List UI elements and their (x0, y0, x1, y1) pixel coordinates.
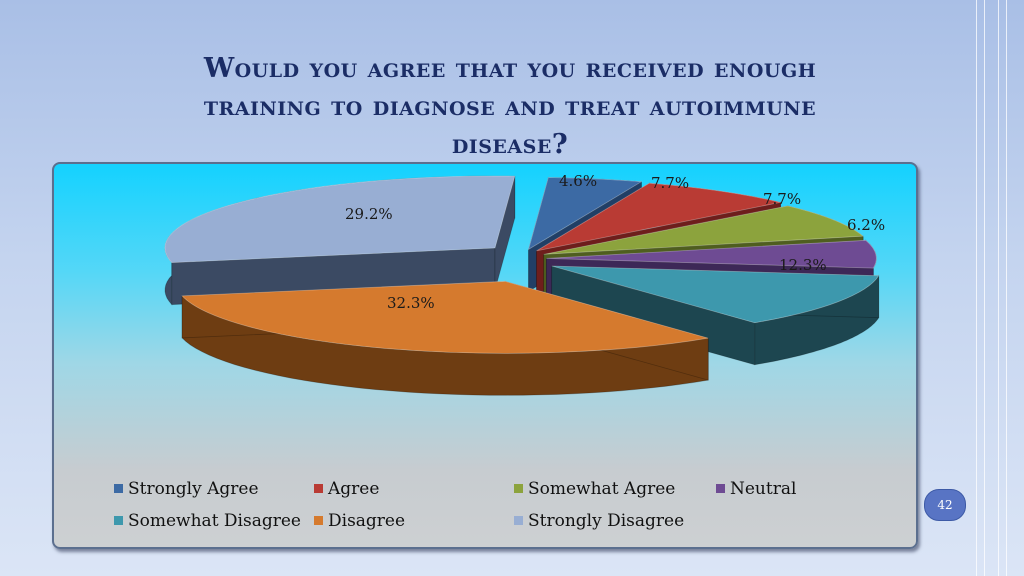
data-label-strongly-agree: 4.6% (559, 172, 597, 190)
legend-label: Strongly Agree (128, 479, 259, 499)
legend-swatch (114, 484, 123, 493)
chart-area: 4.6% 7.7% 7.7% 6.2% 12.3% 32.3% 29.2% Strongly… (52, 162, 918, 549)
legend-label: Agree (328, 479, 380, 499)
title-line-3: disease? (451, 129, 569, 160)
pie-slice-disagree (181, 280, 709, 354)
chart-legend: Strongly Agree Agree Somewhat Agree Neutral… (114, 478, 834, 542)
data-label-somewhat-agree: 7.7% (763, 190, 801, 208)
pie-slice-strongly-disagree (164, 175, 516, 264)
title-line-2: training to diagnose and treat autoimmun… (203, 91, 817, 122)
pie-slice-agree (536, 182, 781, 252)
pie-slice-neutral (546, 239, 877, 269)
data-label-agree: 7.7% (651, 174, 689, 192)
data-label-strongly-disagree: 29.2% (345, 205, 393, 223)
pie-slice-somewhat-agree (543, 205, 865, 255)
legend-swatch (716, 484, 725, 493)
legend-item-somewhat-agree: Somewhat Agree (514, 478, 675, 500)
legend-swatch (314, 516, 323, 525)
title-line-1: Would you agree that you received enough (203, 53, 817, 84)
pie-chart: 4.6% 7.7% 7.7% 6.2% 12.3% 32.3% 29.2% (164, 172, 885, 396)
data-label-disagree: 32.3% (387, 294, 435, 312)
legend-item-disagree: Disagree (314, 510, 405, 532)
legend-item-strongly-agree: Strongly Agree (114, 478, 259, 500)
legend-item-somewhat-disagree: Somewhat Disagree (114, 510, 301, 532)
legend-item-strongly-disagree: Strongly Disagree (514, 510, 684, 532)
page-title: Would you agree that you received enough… (80, 50, 940, 164)
legend-swatch (314, 484, 323, 493)
legend-item-neutral: Neutral (716, 478, 796, 500)
data-label-neutral: 6.2% (847, 216, 885, 234)
data-label-somewhat-disagree: 12.3% (779, 256, 827, 274)
legend-item-agree: Agree (314, 478, 379, 500)
legend-label: Strongly Disagree (528, 511, 685, 531)
legend-label: Disagree (328, 511, 406, 531)
legend-label: Somewhat Disagree (128, 511, 301, 531)
legend-label: Neutral (730, 479, 797, 499)
legend-swatch (514, 516, 523, 525)
pie-slice-strongly-agree (527, 177, 643, 251)
legend-swatch (514, 484, 523, 493)
legend-label: Somewhat Agree (528, 479, 676, 499)
decorative-rails (976, 0, 1024, 576)
pie-slice-somewhat-disagree (551, 265, 880, 324)
page-number-badge: 42 (924, 489, 966, 521)
legend-swatch (114, 516, 123, 525)
